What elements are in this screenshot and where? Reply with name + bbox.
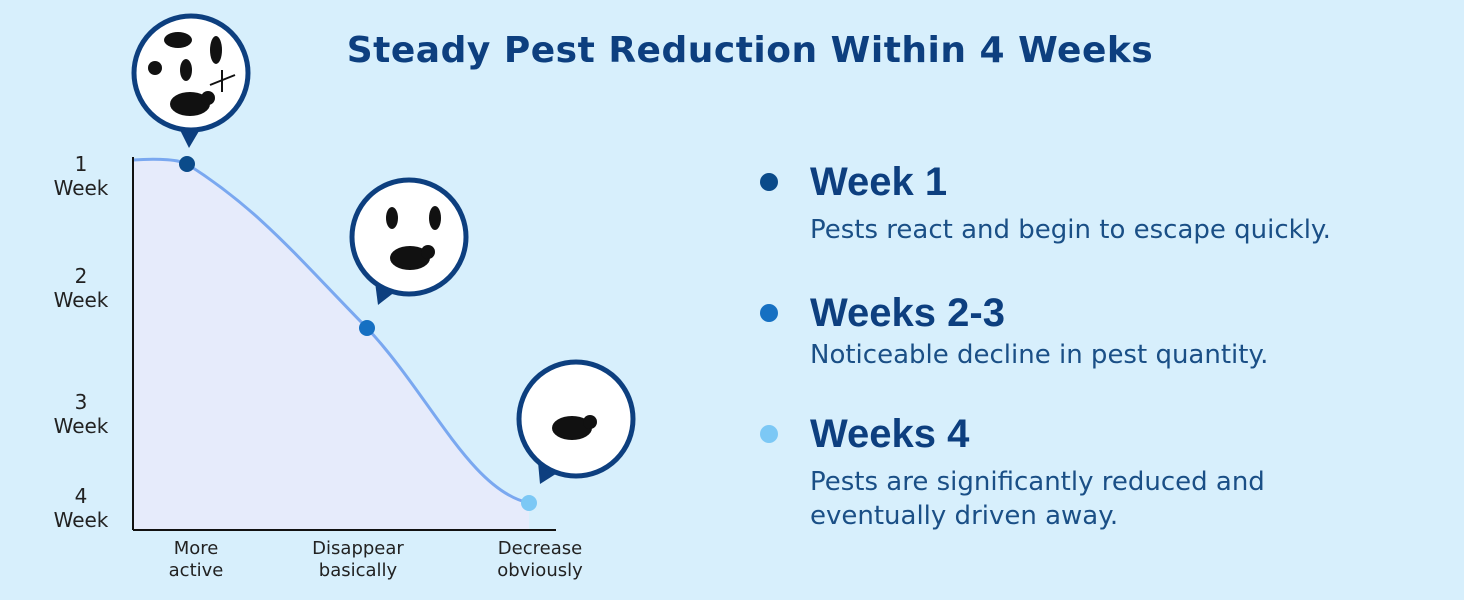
item-text: Pests react and begin to escape quickly. xyxy=(810,215,1331,245)
x-label-line: Decrease xyxy=(498,538,582,559)
bullet xyxy=(760,173,778,191)
x-label-line: Disappear xyxy=(312,538,404,559)
item-heading: Week 1 xyxy=(810,160,948,204)
point xyxy=(179,156,195,172)
y-label: 1 Week xyxy=(54,152,109,200)
x-label-line: More xyxy=(174,538,219,559)
y-label-number: 2 xyxy=(75,264,88,288)
x-label: More active xyxy=(169,538,224,581)
area xyxy=(133,159,529,530)
bubble xyxy=(131,13,251,148)
bubble xyxy=(516,359,636,484)
point xyxy=(359,320,375,336)
bubble xyxy=(349,177,469,305)
legend-item: Weeks 4 Pests are significantly reduced … xyxy=(760,409,1440,533)
x-label-line: obviously xyxy=(497,560,583,581)
y-label: 3 Week xyxy=(54,390,109,438)
y-label-number: 4 xyxy=(75,484,88,508)
y-label: 4 Week xyxy=(54,484,109,532)
y-label-unit: Week xyxy=(54,176,109,200)
x-label-line: active xyxy=(169,560,224,581)
item-heading: Weeks 2-3 xyxy=(810,291,1005,335)
y-label-unit: Week xyxy=(54,508,109,532)
y-label-number: 3 xyxy=(75,390,88,414)
y-label: 2 Week xyxy=(54,264,109,312)
legend-item: Weeks 2-3 Noticeable decline in pest qua… xyxy=(760,288,1440,372)
legend-item: Week 1 Pests react and begin to escape q… xyxy=(760,157,1440,247)
y-label-unit: Week xyxy=(54,414,109,438)
x-label: Decrease obviously xyxy=(497,538,583,581)
item-heading: Weeks 4 xyxy=(810,412,970,456)
x-label-line: basically xyxy=(319,560,398,581)
item-text: Noticeable decline in pest quantity. xyxy=(810,340,1269,370)
y-label-number: 1 xyxy=(75,152,88,176)
bullet xyxy=(760,425,778,443)
x-label: Disappear basically xyxy=(312,538,404,581)
item-text: Pests are significantly reduced and even… xyxy=(810,467,1265,531)
title: Steady Pest Reduction Within 4 Weeks xyxy=(346,30,1154,71)
y-label-unit: Week xyxy=(54,288,109,312)
point xyxy=(521,495,537,511)
bullet xyxy=(760,304,778,322)
